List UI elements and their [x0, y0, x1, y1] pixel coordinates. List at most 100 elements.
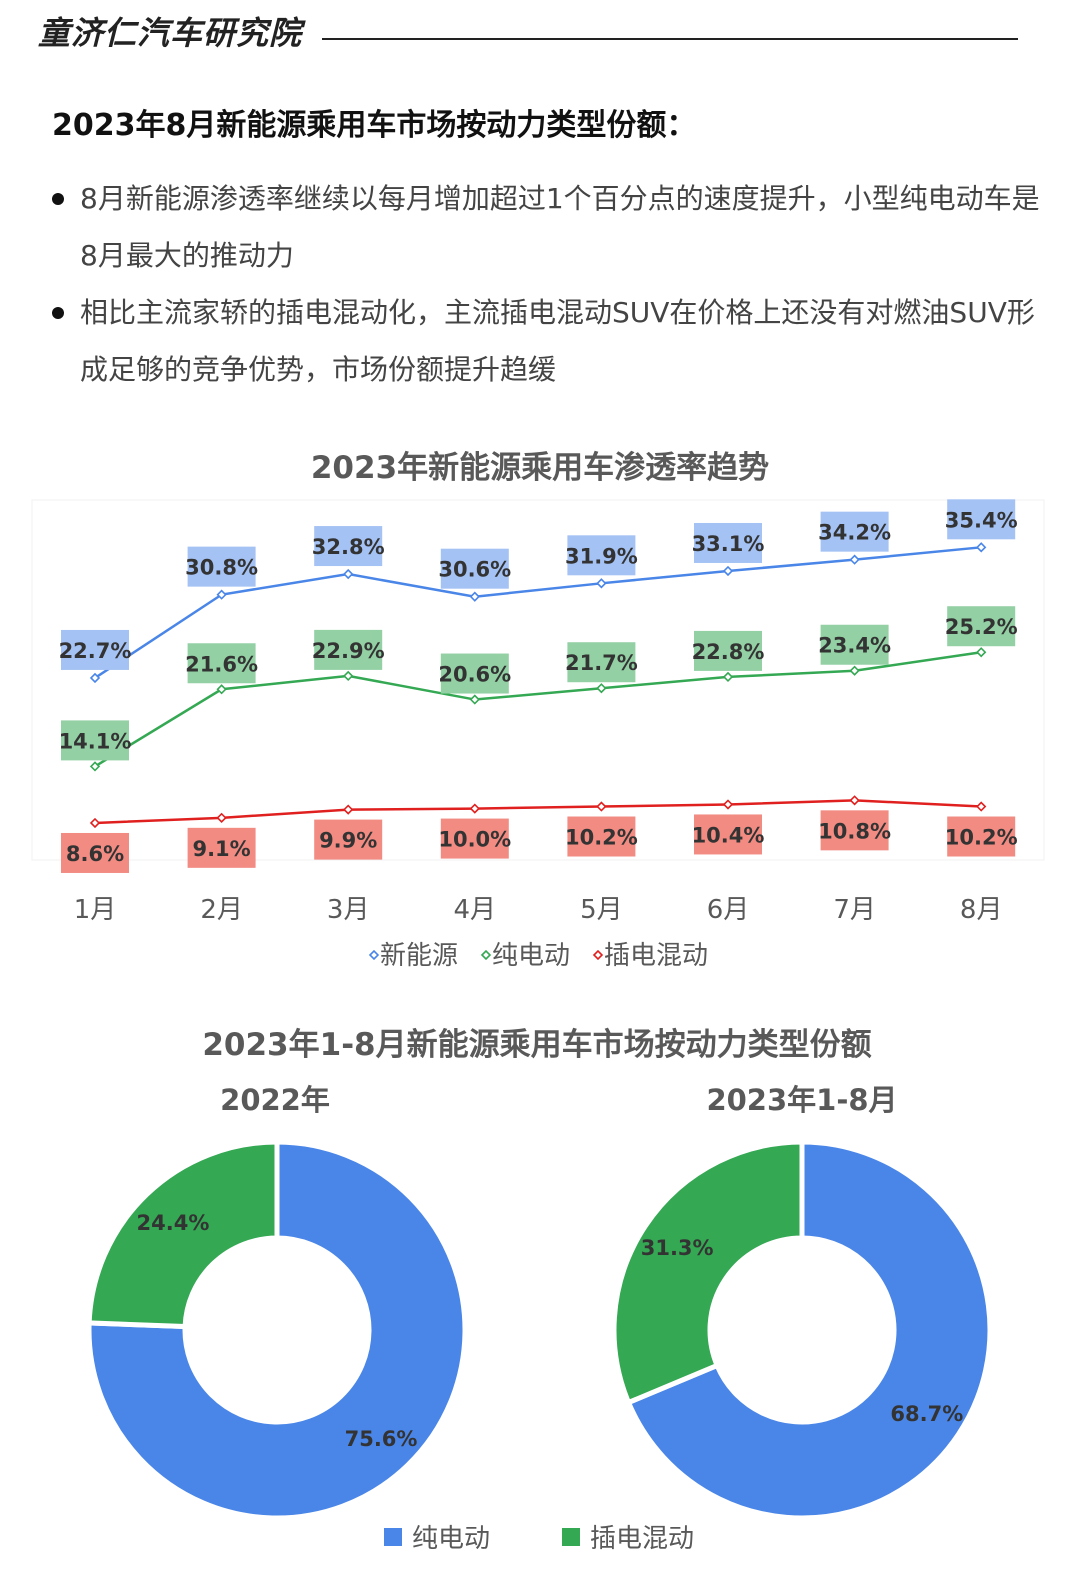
- donut-slice: [86, 1139, 468, 1521]
- data-label-box: [314, 629, 383, 670]
- header-rule: [322, 38, 1018, 40]
- data-label: 20.6%: [438, 663, 511, 687]
- data-label-box: [440, 548, 509, 589]
- donut-left-subtitle: 2022年: [220, 1083, 330, 1117]
- page-heading: 2023年8月新能源乘用车市场按动力类型份额：: [52, 108, 697, 143]
- legend-label: 插电混动: [590, 1524, 694, 1554]
- penetration-line-chart: 2023年新能源乘用车渗透率趋势 22.7% 30.8% 32.8% 30.6% 31.…: [31, 450, 1045, 971]
- legend-swatch-icon: [384, 1528, 402, 1546]
- slice-label: 75.6%: [345, 1427, 418, 1451]
- donut-slice: [86, 1139, 280, 1330]
- data-label-box: [440, 653, 509, 694]
- legend-marker-icon: [480, 949, 492, 961]
- data-point-marker: [596, 683, 607, 694]
- data-point-marker: [216, 589, 227, 600]
- legend-marker-icon: [592, 949, 604, 961]
- share-donut-charts: 2023年1-8月新能源乘用车市场按动力类型份额 2022年 2023年1-8月…: [86, 1027, 993, 1554]
- x-tick-label: 4月: [454, 895, 497, 925]
- legend-label: 纯电动: [492, 941, 570, 971]
- series-line: [94, 546, 982, 679]
- data-label-box: [314, 526, 383, 567]
- data-label-box: [187, 546, 256, 587]
- brand-title: 童济仁汽车研究院: [38, 14, 303, 52]
- x-tick-label: 7月: [833, 895, 876, 925]
- bullet-text: 8月新能源渗透率继续以每月增加超过1个百分点的速度提升，小型纯电动车是8月最大的…: [80, 182, 1040, 272]
- data-label: 10.2%: [565, 826, 638, 850]
- data-label-box: [567, 816, 636, 857]
- x-tick-label: 1月: [74, 895, 117, 925]
- data-label-box: [947, 499, 1016, 540]
- data-label: 21.7%: [565, 651, 638, 675]
- legend-label: 新能源: [380, 941, 458, 971]
- x-tick-label: 3月: [327, 895, 370, 925]
- data-label: 10.2%: [945, 826, 1018, 850]
- data-point-marker: [976, 647, 987, 658]
- data-label: 33.1%: [692, 532, 765, 556]
- slice-label: 31.3%: [641, 1236, 714, 1260]
- data-label: 31.9%: [565, 544, 638, 568]
- data-point-marker: [849, 554, 860, 565]
- data-label: 22.7%: [59, 639, 132, 663]
- data-point-marker: [343, 670, 354, 682]
- data-point-marker: [976, 801, 987, 812]
- data-label: 10.0%: [438, 828, 511, 852]
- data-point-marker: [89, 672, 101, 684]
- data-label-box: [947, 816, 1016, 857]
- data-point-marker: [469, 803, 480, 814]
- slice-label: 24.4%: [137, 1211, 210, 1235]
- data-point-marker: [596, 578, 607, 589]
- plot-area: [31, 499, 1045, 861]
- data-point-marker: [849, 665, 860, 676]
- data-point-marker: [89, 817, 101, 829]
- data-label: 35.4%: [945, 508, 1018, 532]
- line-chart-legend: 新能源 纯电动 插电混动: [368, 941, 708, 971]
- data-label: 32.8%: [312, 535, 385, 559]
- donut-slice: [625, 1139, 993, 1521]
- legend-marker-icon: [368, 949, 380, 961]
- data-point-marker: [89, 761, 101, 772]
- data-label-box: [820, 624, 889, 665]
- data-point-marker: [469, 694, 480, 705]
- data-label: 22.9%: [312, 639, 385, 663]
- x-tick-label: 8月: [960, 895, 1003, 925]
- data-label: 34.2%: [818, 521, 891, 545]
- data-label-box: [187, 827, 256, 868]
- data-label: 21.6%: [185, 652, 258, 676]
- slice-label: 68.7%: [890, 1402, 963, 1426]
- series-line: [94, 799, 982, 825]
- bullet-item: 相比主流家轿的插电混动化，主流插电混动SUV在价格上还没有对燃油SUV形成足够的…: [52, 284, 1042, 398]
- data-label-box: [694, 630, 762, 671]
- series-line: [94, 650, 982, 768]
- data-label: 9.9%: [319, 829, 377, 853]
- data-label-box: [820, 511, 889, 552]
- data-label: 30.6%: [438, 558, 511, 582]
- data-label: 9.1%: [192, 837, 250, 861]
- donut-legend: 纯电动 插电混动: [384, 1524, 694, 1554]
- data-point-marker: [849, 795, 860, 806]
- data-label-box: [187, 643, 256, 684]
- data-label-box: [440, 818, 509, 859]
- data-label-box: [820, 810, 889, 851]
- data-point-marker: [469, 591, 480, 602]
- data-label-box: [567, 535, 636, 576]
- data-point-marker: [596, 801, 607, 812]
- legend-label: 插电混动: [604, 941, 708, 971]
- bullet-list: 8月新能源渗透率继续以每月增加超过1个百分点的速度提升，小型纯电动车是8月最大的…: [52, 170, 1042, 398]
- data-point-marker: [216, 812, 227, 823]
- data-label-box: [314, 819, 383, 860]
- data-label: 8.6%: [66, 842, 124, 866]
- data-label-box: [947, 606, 1016, 647]
- line-chart-title: 2023年新能源乘用车渗透率趋势: [311, 450, 769, 486]
- x-tick-label: 6月: [707, 895, 750, 925]
- data-label: 14.1%: [59, 729, 132, 753]
- data-label: 10.4%: [692, 823, 765, 847]
- data-label-box: [694, 522, 762, 563]
- data-point-marker: [722, 671, 734, 683]
- data-point-marker: [976, 542, 987, 553]
- data-label-box: [61, 832, 129, 873]
- bullet-item: 8月新能源渗透率继续以每月增加超过1个百分点的速度提升，小型纯电动车是8月最大的…: [52, 170, 1042, 284]
- data-label: 30.8%: [185, 556, 258, 580]
- data-label: 23.4%: [818, 634, 891, 658]
- x-tick-label: 5月: [580, 895, 623, 925]
- data-point-marker: [722, 565, 734, 577]
